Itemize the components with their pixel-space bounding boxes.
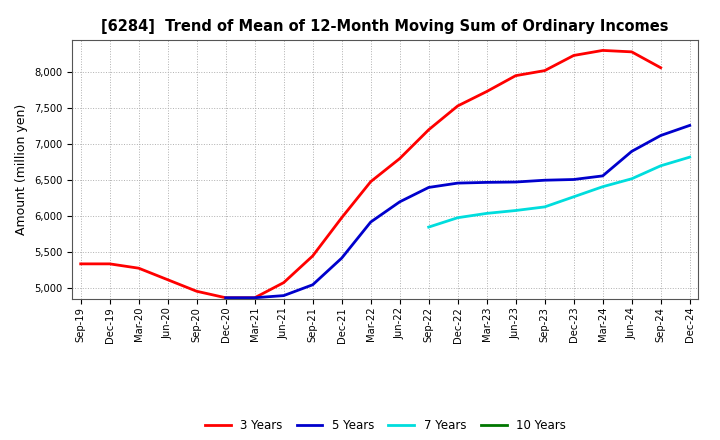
5 Years <box>251 295 259 301</box>
7 Years <box>570 194 578 199</box>
Line: 3 Years: 3 Years <box>81 51 661 298</box>
Line: 5 Years: 5 Years <box>225 125 690 298</box>
3 Years <box>395 156 404 161</box>
3 Years <box>163 277 172 282</box>
7 Years <box>482 211 491 216</box>
3 Years <box>424 127 433 132</box>
5 Years <box>685 123 694 128</box>
5 Years <box>627 149 636 154</box>
5 Years <box>395 199 404 205</box>
5 Years <box>511 180 520 185</box>
3 Years <box>570 53 578 58</box>
3 Years <box>627 49 636 55</box>
5 Years <box>279 293 288 298</box>
3 Years <box>251 295 259 301</box>
7 Years <box>454 215 462 220</box>
3 Years <box>598 48 607 53</box>
5 Years <box>657 133 665 138</box>
3 Years <box>192 289 201 294</box>
7 Years <box>511 208 520 213</box>
5 Years <box>338 256 346 261</box>
5 Years <box>221 295 230 301</box>
7 Years <box>685 154 694 160</box>
3 Years <box>221 295 230 301</box>
5 Years <box>541 178 549 183</box>
5 Years <box>424 185 433 190</box>
5 Years <box>482 180 491 185</box>
5 Years <box>308 282 317 287</box>
3 Years <box>541 68 549 73</box>
3 Years <box>76 261 85 267</box>
7 Years <box>541 204 549 209</box>
3 Years <box>454 103 462 109</box>
Line: 7 Years: 7 Years <box>428 157 690 227</box>
3 Years <box>105 261 114 267</box>
3 Years <box>338 215 346 220</box>
7 Years <box>657 163 665 169</box>
3 Years <box>308 253 317 259</box>
Legend: 3 Years, 5 Years, 7 Years, 10 Years: 3 Years, 5 Years, 7 Years, 10 Years <box>200 414 570 436</box>
5 Years <box>570 177 578 182</box>
3 Years <box>366 179 375 184</box>
3 Years <box>482 89 491 94</box>
3 Years <box>135 266 143 271</box>
Title: [6284]  Trend of Mean of 12-Month Moving Sum of Ordinary Incomes: [6284] Trend of Mean of 12-Month Moving … <box>102 19 669 34</box>
7 Years <box>598 184 607 189</box>
5 Years <box>366 220 375 225</box>
3 Years <box>279 280 288 285</box>
7 Years <box>627 176 636 181</box>
5 Years <box>454 180 462 186</box>
3 Years <box>657 65 665 70</box>
7 Years <box>424 224 433 230</box>
5 Years <box>598 173 607 179</box>
Y-axis label: Amount (million yen): Amount (million yen) <box>15 104 28 235</box>
3 Years <box>511 73 520 78</box>
